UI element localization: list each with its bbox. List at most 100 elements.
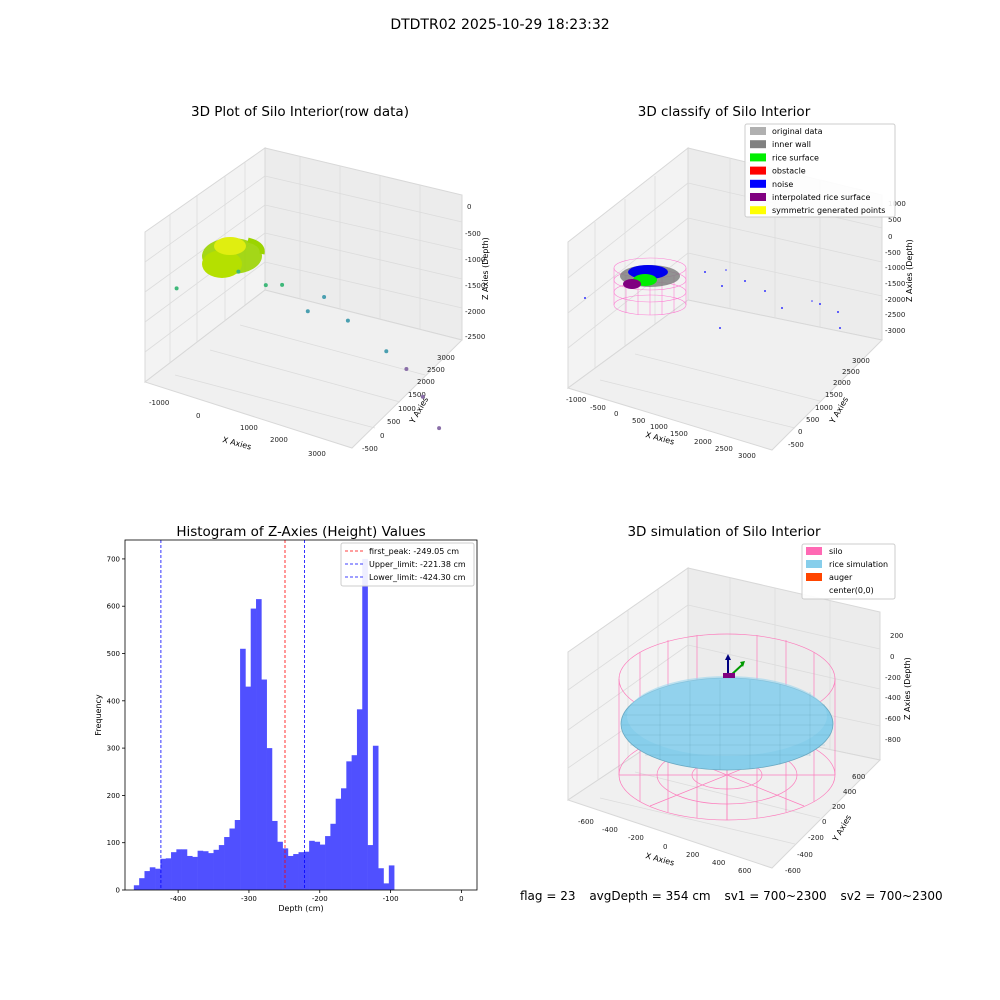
histogram-bar xyxy=(144,871,151,890)
histogram-bar xyxy=(218,845,225,890)
svg-text:400: 400 xyxy=(843,788,856,796)
svg-text:1000: 1000 xyxy=(888,200,906,208)
svg-text:-1000: -1000 xyxy=(566,396,586,404)
histogram-bar xyxy=(309,840,315,890)
scatter-point xyxy=(322,295,327,299)
svg-text:-500: -500 xyxy=(362,445,378,453)
panel4-zlabel: Z Axies (Depth) xyxy=(903,657,912,720)
sv1-text: sv1 = 700~2300 xyxy=(724,889,827,903)
histogram-bar xyxy=(330,823,336,890)
svg-text:200: 200 xyxy=(686,851,699,859)
histogram-bar xyxy=(319,844,326,890)
panel4-title: 3D simulation of Silo Interior xyxy=(627,524,821,540)
svg-text:600: 600 xyxy=(852,773,865,781)
histogram-bar xyxy=(271,820,278,890)
status-footer: flag = 23 avgDepth = 354 cm sv1 = 700~23… xyxy=(520,889,953,903)
svg-text:-600: -600 xyxy=(885,715,901,723)
scatter-point xyxy=(174,286,179,291)
svg-text:0: 0 xyxy=(467,203,471,211)
scatter-point xyxy=(345,318,350,323)
svg-text:-600: -600 xyxy=(578,818,594,826)
legend-label: auger xyxy=(829,573,853,582)
histogram-bar xyxy=(325,836,331,890)
svg-text:0: 0 xyxy=(614,410,618,418)
legend-label: interpolated rice surface xyxy=(772,193,870,202)
histogram-bar xyxy=(224,837,230,890)
histogram-bar xyxy=(298,852,305,890)
histogram-bar xyxy=(346,761,352,890)
svg-text:2000: 2000 xyxy=(270,436,288,444)
svg-text:-600: -600 xyxy=(785,867,801,875)
histogram-bar xyxy=(367,845,374,890)
avg-depth-text: avgDepth = 354 cm xyxy=(589,889,711,903)
histogram-bar xyxy=(165,858,172,890)
svg-text:0: 0 xyxy=(798,428,802,436)
histogram-bar xyxy=(351,755,358,890)
histogram-bar xyxy=(133,885,140,890)
legend-swatch xyxy=(750,127,766,135)
x-tick-label: 0 xyxy=(459,895,463,903)
panel2-title: 3D classify of Silo Interior xyxy=(637,104,811,120)
histogram-bar xyxy=(250,608,257,890)
histogram-bar xyxy=(229,828,236,890)
svg-text:2500: 2500 xyxy=(842,368,860,376)
histogram-bar xyxy=(202,851,209,890)
scatter-point xyxy=(437,426,442,431)
legend-label: obstacle xyxy=(772,167,806,176)
histogram-bar xyxy=(181,849,188,890)
histogram-bar xyxy=(208,853,214,890)
svg-text:500: 500 xyxy=(387,418,400,426)
scatter-point xyxy=(404,367,409,371)
legend-swatch xyxy=(750,193,766,201)
svg-text:1500: 1500 xyxy=(670,430,688,438)
histogram-bar xyxy=(293,854,299,890)
y-tick-label: 100 xyxy=(107,839,120,847)
histogram-bar xyxy=(149,867,156,890)
panel1-zlabel: Z Axies (Depth) xyxy=(481,237,490,300)
legend-swatch xyxy=(750,179,766,188)
svg-text:-500: -500 xyxy=(590,404,606,412)
svg-text:-1000: -1000 xyxy=(149,399,169,407)
legend-label: rice surface xyxy=(772,153,819,162)
legend-label: noise xyxy=(772,180,793,189)
x-tick-label: -100 xyxy=(383,895,399,903)
histogram-bar xyxy=(234,820,241,890)
y-tick-label: 600 xyxy=(107,603,120,611)
svg-text:400: 400 xyxy=(712,859,725,867)
svg-text:-1000: -1000 xyxy=(885,264,905,272)
x-tick-label: -300 xyxy=(241,895,257,903)
panel4-legend xyxy=(801,543,896,600)
histogram-bar xyxy=(155,868,161,890)
panel3-legend xyxy=(340,542,475,587)
legend-label: silo xyxy=(829,547,843,556)
scatter-point xyxy=(263,283,268,288)
histogram-bar xyxy=(176,849,182,890)
svg-text:-200: -200 xyxy=(808,834,824,842)
x-tick-label: -400 xyxy=(170,895,186,903)
svg-text:-2000: -2000 xyxy=(465,308,485,316)
svg-text:1500: 1500 xyxy=(825,391,843,399)
svg-text:0: 0 xyxy=(196,412,200,420)
legend-label: Lower_limit: -424.30 cm xyxy=(369,573,466,582)
panel3-xlabel: Depth (cm) xyxy=(278,904,323,913)
svg-text:200: 200 xyxy=(832,803,845,811)
panel2-zlabel: Z Axies (Depth) xyxy=(905,239,914,302)
histogram-bar xyxy=(171,852,177,890)
svg-text:500: 500 xyxy=(888,216,901,224)
svg-text:0: 0 xyxy=(888,233,892,241)
svg-text:-500: -500 xyxy=(788,441,804,449)
svg-text:200: 200 xyxy=(890,632,903,640)
legend-label: symmetric generated points xyxy=(772,206,885,215)
svg-text:-400: -400 xyxy=(797,851,813,859)
svg-text:-400: -400 xyxy=(885,694,901,702)
histogram-bar xyxy=(282,848,289,890)
legend-label: original data xyxy=(772,127,823,136)
legend-swatch xyxy=(750,206,766,215)
figure-title: DTDTR02 2025-10-29 18:23:32 xyxy=(390,17,610,33)
histogram-bar xyxy=(240,648,246,890)
panel3-title: Histogram of Z-Axies (Height) Values xyxy=(176,524,426,540)
histogram-bar xyxy=(378,868,384,890)
